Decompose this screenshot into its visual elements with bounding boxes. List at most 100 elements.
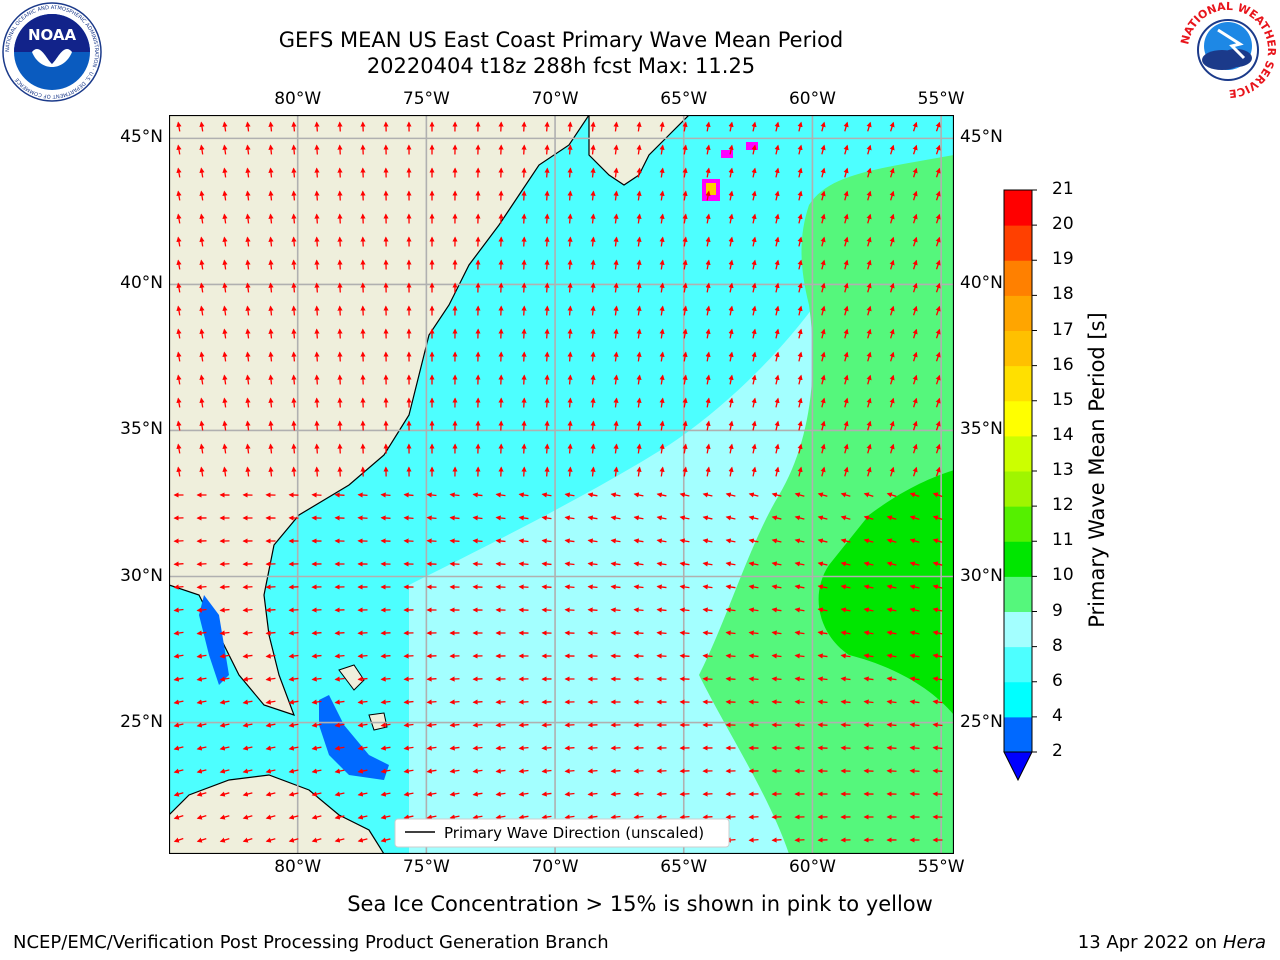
wave-direction-arrow <box>242 653 253 659</box>
wave-direction-arrow <box>751 397 757 408</box>
wave-direction-arrow <box>541 745 552 751</box>
wave-direction-arrow <box>541 561 552 567</box>
colorbar-segment <box>1004 225 1032 261</box>
wave-direction-arrow <box>840 492 851 498</box>
wave-direction-arrow <box>357 768 368 774</box>
wave-direction-arrow <box>932 561 943 567</box>
wave-direction-arrow <box>567 466 573 477</box>
wave-direction-arrow <box>518 791 529 797</box>
wave-direction-arrow <box>912 420 918 431</box>
wave-direction-arrow <box>176 144 182 155</box>
wave-direction-arrow <box>242 722 253 728</box>
wave-direction-arrow <box>567 374 573 385</box>
wave-direction-arrow <box>797 282 803 293</box>
wave-direction-arrow <box>935 190 941 201</box>
wave-direction-arrow <box>518 538 529 544</box>
wave-direction-arrow <box>590 397 596 408</box>
wave-direction-arrow <box>820 466 826 477</box>
wave-direction-arrow <box>314 190 320 201</box>
wave-direction-arrow <box>679 584 690 590</box>
wave-direction-arrow <box>311 630 322 636</box>
wave-direction-arrow <box>518 584 529 590</box>
wave-direction-arrow <box>771 837 782 843</box>
colorbar-segment <box>1004 471 1032 507</box>
wave-direction-arrow <box>587 492 598 498</box>
wave-direction-arrow <box>590 282 596 293</box>
wave-direction-arrow <box>199 259 205 270</box>
wave-direction-arrow <box>912 167 918 178</box>
wave-direction-arrow <box>866 236 872 247</box>
wave-direction-arrow <box>196 653 207 659</box>
wave-direction-arrow <box>426 538 437 544</box>
wave-direction-arrow <box>866 121 872 132</box>
wave-direction-arrow <box>659 259 665 270</box>
wave-direction-arrow <box>728 167 734 178</box>
wave-direction-arrow <box>176 121 182 132</box>
wave-direction-arrow <box>610 584 621 590</box>
wave-direction-arrow <box>633 561 644 567</box>
wave-direction-arrow <box>495 768 506 774</box>
wave-direction-arrow <box>840 630 851 636</box>
wave-direction-arrow <box>613 397 619 408</box>
wave-direction-arrow <box>337 420 343 431</box>
wave-direction-arrow <box>656 515 667 521</box>
wave-direction-arrow <box>268 282 274 293</box>
wave-direction-arrow <box>245 144 251 155</box>
wave-direction-arrow <box>242 630 253 636</box>
wave-direction-arrow <box>590 121 596 132</box>
wave-direction-arrow <box>495 699 506 705</box>
wave-direction-arrow <box>797 420 803 431</box>
wave-direction-arrow <box>656 814 667 820</box>
wave-direction-arrow <box>567 213 573 224</box>
wave-direction-arrow <box>705 236 711 247</box>
wave-direction-arrow <box>705 121 711 132</box>
wave-direction-arrow <box>291 282 297 293</box>
wave-direction-arrow <box>889 420 895 431</box>
wave-direction-arrow <box>863 515 874 521</box>
wave-direction-arrow <box>728 351 734 362</box>
wave-direction-arrow <box>866 167 872 178</box>
wave-direction-arrow <box>679 630 690 636</box>
wave-direction-arrow <box>728 443 734 454</box>
wave-direction-arrow <box>587 515 598 521</box>
wave-direction-arrow <box>291 236 297 247</box>
wave-direction-arrow <box>866 420 872 431</box>
wave-direction-arrow <box>380 837 391 843</box>
wave-direction-arrow <box>173 722 184 728</box>
colorbar-segment <box>1004 506 1032 542</box>
wave-direction-arrow <box>403 722 414 728</box>
lat-tick-label-left: 35°N <box>120 419 163 440</box>
wave-direction-arrow <box>682 121 688 132</box>
wave-direction-arrow <box>314 443 320 454</box>
wave-direction-arrow <box>935 213 941 224</box>
wave-direction-arrow <box>774 305 780 316</box>
wave-direction-arrow <box>613 374 619 385</box>
wave-direction-arrow <box>889 167 895 178</box>
wave-direction-arrow <box>613 351 619 362</box>
wave-direction-arrow <box>843 144 849 155</box>
wave-direction-arrow <box>268 121 274 132</box>
wave-direction-arrow <box>728 305 734 316</box>
wave-direction-arrow <box>334 653 345 659</box>
wave-direction-arrow <box>590 144 596 155</box>
wave-direction-arrow <box>912 282 918 293</box>
wave-direction-arrow <box>196 745 207 751</box>
wave-direction-arrow <box>288 768 299 774</box>
wave-direction-arrow <box>314 397 320 408</box>
wave-direction-arrow <box>449 515 460 521</box>
wave-direction-arrow <box>245 305 251 316</box>
wave-direction-arrow <box>176 374 182 385</box>
wave-direction-arrow <box>797 397 803 408</box>
wave-direction-arrow <box>866 466 872 477</box>
wave-direction-arrow <box>590 466 596 477</box>
wave-direction-arrow <box>909 607 920 613</box>
wave-direction-arrow <box>797 374 803 385</box>
wave-direction-arrow <box>219 653 230 659</box>
wave-direction-arrow <box>840 538 851 544</box>
wave-direction-arrow <box>176 190 182 201</box>
wave-direction-arrow <box>771 492 782 498</box>
wave-direction-arrow <box>610 492 621 498</box>
wave-direction-arrow <box>751 374 757 385</box>
wave-direction-arrow <box>219 791 230 797</box>
wave-direction-arrow <box>314 213 320 224</box>
